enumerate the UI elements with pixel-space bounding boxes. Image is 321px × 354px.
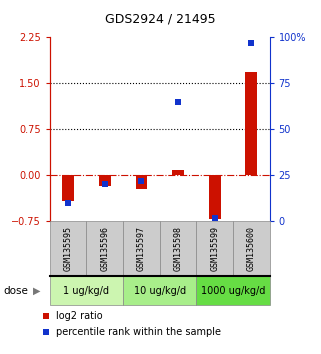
Text: GSM135595: GSM135595 <box>64 226 73 271</box>
Bar <box>50 276 123 305</box>
Text: ▶: ▶ <box>33 286 41 296</box>
Point <box>176 99 181 104</box>
Bar <box>99 175 111 186</box>
Text: dose: dose <box>3 286 28 296</box>
Bar <box>172 170 184 175</box>
Bar <box>246 72 257 175</box>
Bar <box>86 221 123 276</box>
Point <box>102 182 107 187</box>
Point <box>249 40 254 46</box>
Text: 1000 ug/kg/d: 1000 ug/kg/d <box>201 286 265 296</box>
Point <box>204 256 210 262</box>
Text: GSM135598: GSM135598 <box>174 226 183 271</box>
Bar <box>50 221 86 276</box>
Bar <box>196 276 270 305</box>
Bar <box>160 221 196 276</box>
Text: GDS2924 / 21495: GDS2924 / 21495 <box>105 12 216 25</box>
Text: percentile rank within the sample: percentile rank within the sample <box>56 327 221 337</box>
Text: log2 ratio: log2 ratio <box>56 311 103 321</box>
Point <box>204 112 210 117</box>
Text: GSM135596: GSM135596 <box>100 226 109 271</box>
Bar <box>196 221 233 276</box>
Text: 1 ug/kg/d: 1 ug/kg/d <box>64 286 109 296</box>
Bar <box>209 175 221 219</box>
Bar <box>123 221 160 276</box>
Text: GSM135599: GSM135599 <box>210 226 219 271</box>
Text: GSM135600: GSM135600 <box>247 226 256 271</box>
Text: 10 ug/kg/d: 10 ug/kg/d <box>134 286 186 296</box>
Bar <box>123 276 196 305</box>
Point <box>65 200 71 206</box>
Point <box>139 178 144 184</box>
Point <box>212 215 217 221</box>
Text: GSM135597: GSM135597 <box>137 226 146 271</box>
Bar <box>62 175 74 201</box>
Bar <box>135 175 147 189</box>
Bar <box>233 221 270 276</box>
